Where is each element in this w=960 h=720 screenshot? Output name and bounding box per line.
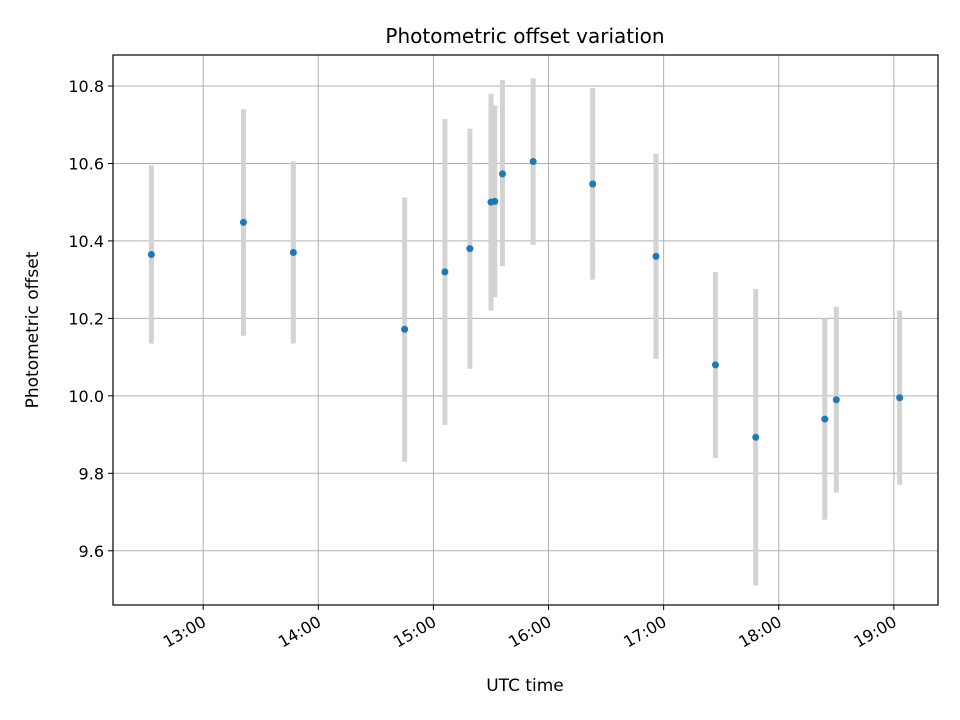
data-point (289, 249, 297, 257)
y-tick-label: 9.6 (79, 542, 104, 561)
plot-frame (112, 54, 939, 606)
data-point (466, 245, 474, 253)
x-axis-label: UTC time (486, 676, 564, 696)
y-tick-label: 10.6 (68, 154, 104, 173)
data-point (239, 218, 247, 226)
data-point (711, 361, 719, 369)
y-tick-label: 10.0 (68, 387, 104, 406)
grid (113, 55, 938, 605)
y-tick-label: 10.8 (68, 77, 104, 96)
y-tick-label: 10.2 (68, 309, 104, 328)
data-point (441, 268, 449, 276)
y-axis-ticks: 9.6 9.8 10.0 10.2 10.4 10.6 10.8 (68, 77, 113, 561)
data-point (401, 325, 409, 333)
data-point (752, 433, 760, 441)
data-point (589, 180, 597, 188)
data-point (498, 170, 506, 178)
data-point (147, 250, 155, 258)
data-point (652, 252, 660, 260)
data-point (821, 415, 829, 423)
y-tick-label: 10.4 (68, 232, 104, 251)
data-point (491, 197, 499, 205)
y-tick-label: 9.8 (79, 464, 104, 483)
data-points (147, 158, 904, 441)
y-axis-label: Photometric offset (23, 251, 43, 408)
data-point (896, 394, 904, 402)
data-point (529, 158, 537, 166)
data-point (832, 396, 840, 404)
chart-title: Photometric offset variation (385, 24, 664, 48)
